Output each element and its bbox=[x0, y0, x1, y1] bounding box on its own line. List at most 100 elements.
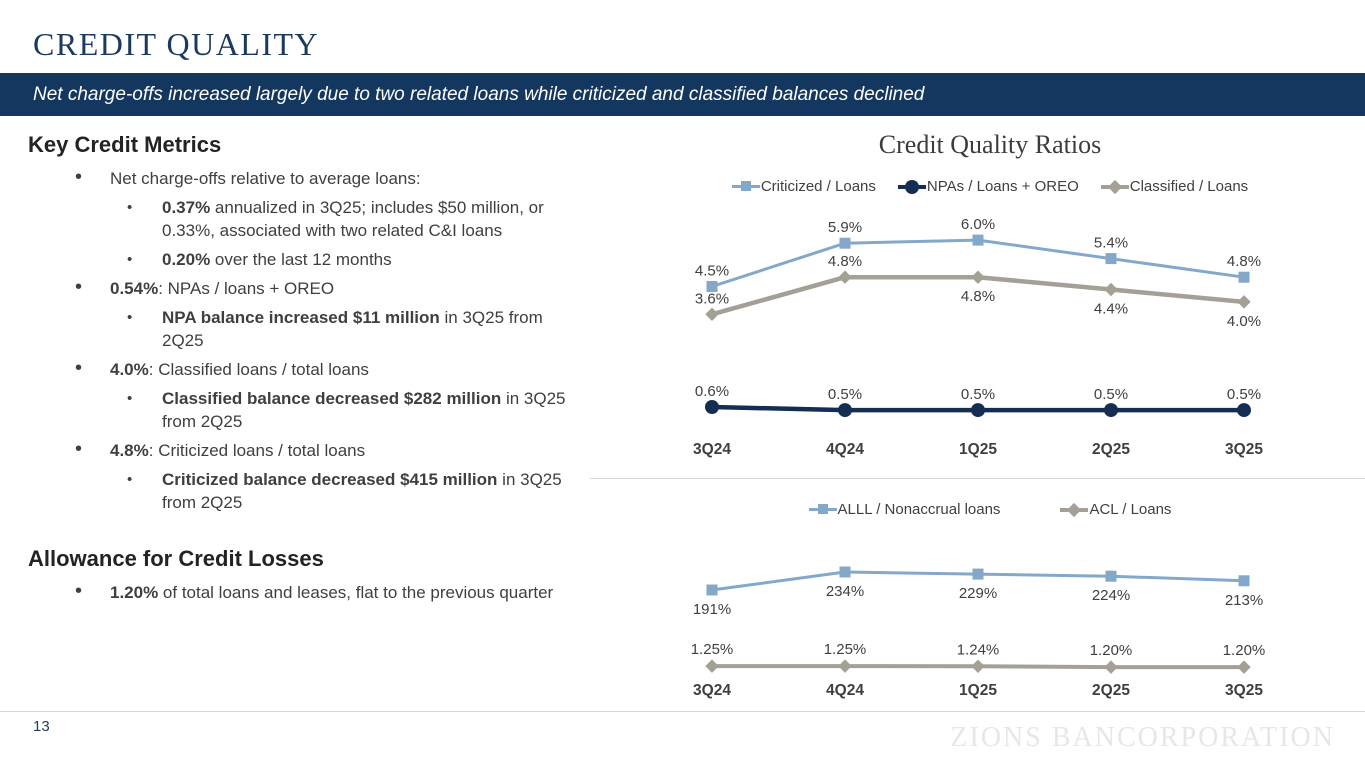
data-label: 234% bbox=[826, 583, 864, 600]
data-label: 229% bbox=[959, 585, 997, 602]
gray-diamond-legend-icon bbox=[1100, 179, 1129, 194]
x-axis-label: 1Q25 bbox=[959, 441, 997, 458]
data-label: 0.5% bbox=[828, 386, 862, 403]
data-label: 4.0% bbox=[1227, 313, 1261, 330]
bullet-item: Net charge-offs relative to average loan… bbox=[28, 166, 576, 190]
legend-label: ALLL / Nonaccrual loans bbox=[837, 501, 1001, 518]
section-heading-key-credit-metrics: Key Credit Metrics bbox=[28, 132, 222, 157]
legend-item-npas: NPAs / Loans + OREO bbox=[897, 178, 1079, 195]
legend-item-criticized: Criticized / Loans bbox=[731, 178, 876, 195]
bullet-text: : Classified loans / total loans bbox=[148, 360, 369, 379]
bullet-text: : Criticized loans / total loans bbox=[148, 441, 366, 460]
blue-square-legend-icon bbox=[808, 504, 837, 514]
data-label: 1.20% bbox=[1090, 642, 1133, 659]
bullet-item: 4.8%: Criticized loans / total loans bbox=[28, 438, 576, 462]
x-axis-label: 3Q24 bbox=[693, 682, 731, 699]
x-axis-label: 1Q25 bbox=[959, 682, 997, 699]
bullet-text: in 3Q25 from 2Q25 bbox=[162, 308, 543, 350]
square-point-marker bbox=[1238, 575, 1250, 587]
square-point-marker bbox=[839, 237, 851, 249]
square-point-marker bbox=[839, 566, 851, 578]
bottom-chart-legend: ALLL / Nonaccrual loans ACL / Loans bbox=[640, 501, 1340, 518]
bullet-item: 0.20% over the last 12 months bbox=[28, 248, 576, 271]
bullet-text: in 3Q25 from 2Q25 bbox=[162, 389, 566, 431]
top-chart-legend: Criticized / Loans NPAs / Loans + OREO C… bbox=[640, 178, 1340, 195]
data-label: 4.8% bbox=[828, 253, 862, 270]
bullet-text: in 3Q25 from 2Q25 bbox=[162, 470, 562, 512]
x-axis-label: 3Q25 bbox=[1225, 441, 1263, 458]
x-axis-label: 4Q24 bbox=[826, 441, 864, 458]
data-label: 4.5% bbox=[695, 263, 729, 280]
legend-item-acl: ACL / Loans bbox=[1060, 501, 1171, 518]
square-point-marker bbox=[706, 584, 718, 596]
footer-divider bbox=[0, 711, 1365, 712]
data-label: 0.5% bbox=[961, 386, 995, 403]
data-label: 213% bbox=[1225, 592, 1263, 609]
square-point-marker bbox=[972, 234, 984, 246]
bullet-item: Criticized balance decreased $415 millio… bbox=[28, 468, 576, 514]
data-label: 4.4% bbox=[1094, 301, 1128, 318]
bullet-text: annualized in 3Q25; includes $50 million… bbox=[162, 198, 544, 240]
data-label: 4.8% bbox=[1227, 253, 1261, 270]
bullet-lead: 1.20% bbox=[110, 583, 159, 602]
legend-label: Classified / Loans bbox=[1129, 178, 1249, 195]
data-label: 191% bbox=[693, 601, 731, 618]
legend-label: Criticized / Loans bbox=[760, 178, 876, 195]
circle-point-marker bbox=[971, 403, 985, 418]
square-point-marker bbox=[706, 281, 718, 292]
bullet-lead: Classified balance decreased $282 millio… bbox=[162, 389, 502, 408]
data-label: 4.8% bbox=[961, 288, 995, 305]
bullet-lead: 4.8% bbox=[110, 441, 149, 460]
bullet-lead: 0.37% bbox=[162, 198, 211, 217]
square-point-marker bbox=[1105, 570, 1117, 582]
data-label: 1.25% bbox=[691, 641, 734, 658]
circle-point-marker bbox=[1104, 403, 1118, 418]
bullet-item: 0.54%: NPAs / loans + OREO bbox=[28, 276, 576, 300]
data-label: 224% bbox=[1092, 587, 1130, 604]
square-point-marker bbox=[972, 568, 984, 580]
circle-point-marker bbox=[1237, 403, 1251, 418]
bullet-lead: NPA balance increased $11 million bbox=[162, 308, 440, 327]
bullet-text: : NPAs / loans + OREO bbox=[158, 279, 335, 298]
page-number: 13 bbox=[33, 718, 50, 735]
chart-panel-divider bbox=[590, 478, 1365, 479]
bullet-text: over the last 12 months bbox=[210, 250, 392, 269]
x-axis-label: 3Q25 bbox=[1225, 682, 1263, 699]
data-label: 0.5% bbox=[1094, 386, 1128, 403]
company-watermark: ZIONS BANCORPORATION bbox=[950, 722, 1335, 753]
page-title: CREDIT QUALITY bbox=[33, 26, 320, 62]
circle-point-marker bbox=[705, 400, 719, 414]
diamond-point-marker bbox=[971, 659, 985, 674]
bullet-lead: Criticized balance decreased $415 millio… bbox=[162, 470, 498, 489]
diamond-point-marker bbox=[705, 659, 719, 673]
navy-circle-legend-icon bbox=[897, 179, 926, 194]
bullet-item: 1.20% of total loans and leases, flat to… bbox=[28, 580, 576, 604]
square-point-marker bbox=[1238, 271, 1250, 283]
diamond-point-marker bbox=[971, 270, 985, 284]
credit-quality-ratios-chart: 4.5% 5.9% 6.0% 5.4% 4.8% 0.6% 0.5% 0.5% 0.5% 0.5%… bbox=[693, 216, 1263, 458]
section-heading-allowance: Allowance for Credit Losses bbox=[28, 546, 324, 571]
subtitle-banner: Net charge-offs increased largely due to… bbox=[0, 73, 1365, 116]
data-label: 5.9% bbox=[828, 219, 862, 236]
data-label: 6.0% bbox=[961, 216, 995, 233]
legend-item-classified: Classified / Loans bbox=[1100, 178, 1249, 195]
gray-diamond-legend-icon bbox=[1060, 502, 1089, 517]
bullet-lead: 0.54% bbox=[110, 279, 159, 298]
bullet-text: of total loans and leases, flat to the p… bbox=[158, 583, 554, 602]
chart-title: Credit Quality Ratios bbox=[878, 130, 1102, 159]
bullet-text: Net charge-offs relative to average loan… bbox=[110, 169, 421, 188]
diamond-point-marker bbox=[1104, 660, 1118, 674]
data-label: 1.20% bbox=[1223, 642, 1266, 659]
legend-label: NPAs / Loans + OREO bbox=[926, 178, 1079, 195]
blue-square-legend-icon bbox=[731, 181, 760, 191]
x-axis-label: 2Q25 bbox=[1092, 441, 1130, 458]
subtitle-text: Net charge-offs increased largely due to… bbox=[33, 83, 925, 105]
x-axis-label: 2Q25 bbox=[1092, 682, 1130, 699]
bullet-item: 4.0%: Classified loans / total loans bbox=[28, 357, 576, 381]
x-axis-label: 3Q24 bbox=[693, 441, 731, 458]
data-label: 5.4% bbox=[1094, 235, 1128, 252]
bullet-lead: 0.20% bbox=[162, 250, 211, 269]
data-label: 0.6% bbox=[695, 383, 729, 400]
legend-label: ACL / Loans bbox=[1089, 501, 1172, 518]
data-label: 3.6% bbox=[695, 290, 729, 307]
